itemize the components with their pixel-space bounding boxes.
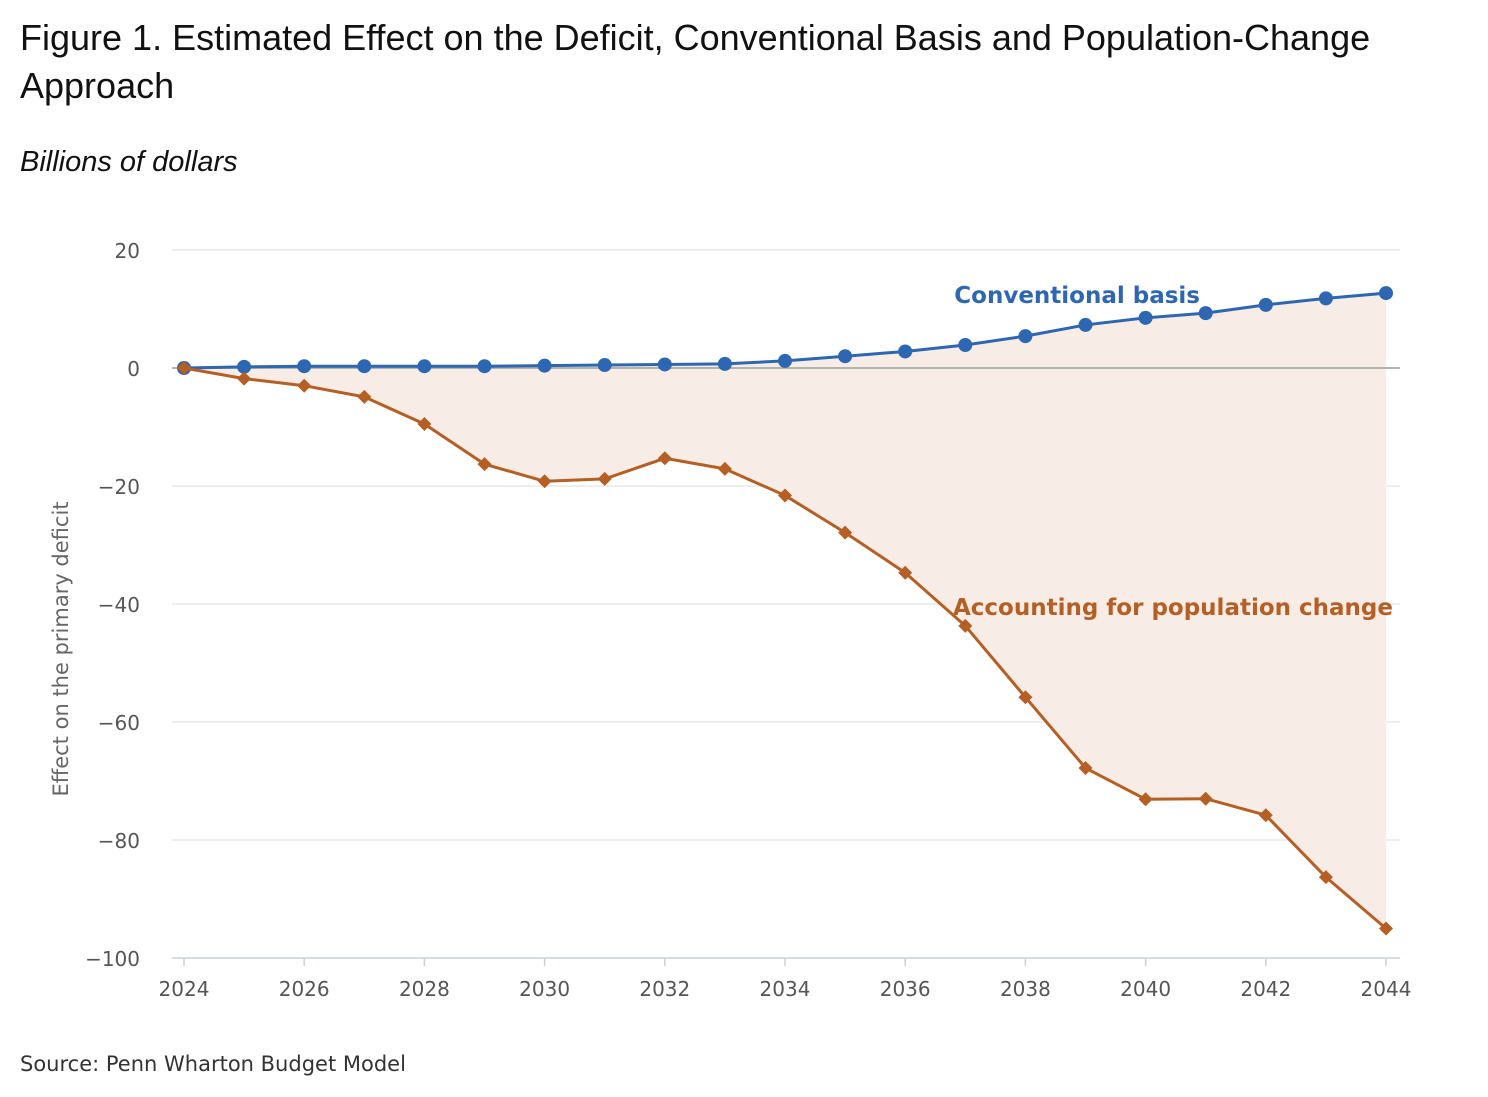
data-point[interactable]	[958, 618, 973, 633]
y-tick-label: −80	[98, 829, 140, 853]
data-point[interactable]	[657, 357, 672, 372]
x-tick-label: 2042	[1240, 977, 1291, 1001]
axes: 20 0 −20 −40 −60 −80 −100 2024 2026 2028 2030 2032 2…	[49, 239, 1411, 1001]
data-point[interactable]	[717, 356, 732, 371]
data-point[interactable]	[838, 525, 853, 540]
data-point[interactable]	[297, 359, 312, 374]
series-label-conventional-basis: Conventional basis	[954, 283, 1200, 309]
data-point[interactable]	[1018, 329, 1033, 344]
data-point[interactable]	[1318, 291, 1333, 306]
data-point[interactable]	[1198, 306, 1213, 321]
data-point[interactable]	[297, 378, 312, 393]
data-point[interactable]	[778, 488, 792, 503]
source-note: Source: Penn Wharton Budget Model	[20, 1052, 406, 1076]
data-point[interactable]	[357, 359, 372, 374]
data-point[interactable]	[717, 461, 732, 476]
figure-subtitle: Billions of dollars	[20, 146, 238, 178]
figure-title: Figure 1. Estimated Effect on the Defici…	[20, 17, 1371, 106]
data-point[interactable]	[898, 565, 913, 580]
data-point[interactable]	[958, 337, 973, 352]
data-point[interactable]	[1138, 792, 1153, 807]
y-tick-label: 0	[127, 357, 140, 381]
data-point[interactable]	[1018, 690, 1033, 705]
data-point[interactable]	[177, 361, 191, 375]
data-point[interactable]	[477, 359, 492, 374]
data-point[interactable]	[1258, 808, 1273, 823]
x-tick-label: 2028	[399, 977, 450, 1001]
x-tick-label: 2040	[1120, 977, 1171, 1001]
x-tick-label: 2036	[880, 977, 931, 1001]
data-point[interactable]	[537, 358, 552, 373]
y-tick-label: −60	[98, 711, 140, 735]
x-tick-label: 2030	[519, 977, 570, 1001]
data-point[interactable]	[1258, 297, 1273, 312]
data-point[interactable]	[1198, 791, 1213, 806]
data-point[interactable]	[778, 353, 792, 368]
data-point[interactable]	[1379, 921, 1393, 936]
series-conventional-basis	[177, 286, 1393, 375]
data-point[interactable]	[417, 359, 432, 374]
y-tick-label: −100	[85, 947, 140, 971]
data-point[interactable]	[357, 389, 372, 404]
data-point[interactable]	[1318, 870, 1333, 885]
data-point[interactable]	[1379, 286, 1393, 301]
y-tick-label: −40	[98, 593, 140, 617]
series-label-population-change: Accounting for population change	[953, 595, 1393, 621]
y-tick-label: 20	[115, 239, 140, 263]
data-point[interactable]	[1078, 317, 1093, 332]
x-tick-label: 2034	[760, 977, 811, 1001]
data-point[interactable]	[597, 358, 612, 373]
data-point[interactable]	[237, 371, 252, 386]
data-point[interactable]	[597, 471, 612, 486]
data-point[interactable]	[417, 417, 432, 432]
data-point[interactable]	[477, 457, 492, 472]
data-point[interactable]	[537, 474, 552, 489]
x-tick-label: 2044	[1361, 977, 1412, 1001]
x-tick-label: 2038	[1000, 977, 1051, 1001]
series-population-change	[177, 361, 1393, 936]
data-point[interactable]	[1138, 310, 1153, 325]
data-point[interactable]	[1078, 761, 1093, 776]
x-tick-label: 2024	[159, 977, 210, 1001]
x-tick-label: 2032	[639, 977, 690, 1001]
x-tick-label: 2026	[279, 977, 330, 1001]
data-point[interactable]	[657, 451, 672, 466]
y-axis-title: Effect on the primary deficit	[49, 501, 73, 796]
y-tick-label: −20	[98, 475, 140, 499]
data-point[interactable]	[838, 349, 853, 364]
series	[177, 286, 1393, 936]
series-difference-area	[184, 293, 1386, 929]
difference-area	[184, 293, 1386, 929]
data-point[interactable]	[898, 344, 913, 359]
data-point[interactable]	[237, 359, 252, 374]
series-labels: Conventional basis Accounting for populat…	[953, 283, 1393, 621]
